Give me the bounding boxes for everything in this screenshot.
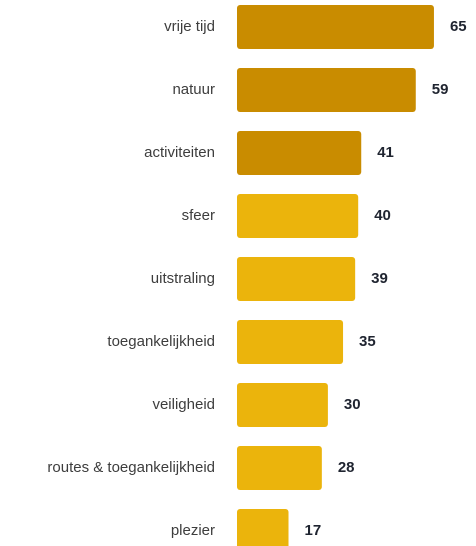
bar xyxy=(237,257,356,301)
bar xyxy=(237,446,322,490)
category-label: uitstraling xyxy=(151,270,215,287)
value-label: 39 xyxy=(371,270,388,287)
value-label: 41 xyxy=(377,144,394,161)
value-label: 35 xyxy=(359,333,376,350)
category-label: routes & toegankelijkheid xyxy=(47,459,215,476)
value-label: 30 xyxy=(344,396,361,413)
category-label: natuur xyxy=(172,81,215,98)
category-label: veiligheid xyxy=(152,396,215,413)
category-label: activiteiten xyxy=(144,144,215,161)
bar xyxy=(237,131,362,175)
bar xyxy=(237,320,344,364)
bar xyxy=(237,5,434,49)
bar xyxy=(237,383,328,427)
bar xyxy=(237,68,416,112)
value-label: 59 xyxy=(432,81,449,98)
category-label: vrije tijd xyxy=(164,18,215,35)
value-label: 40 xyxy=(374,207,391,224)
category-label: toegankelijkheid xyxy=(107,333,215,350)
value-label: 65 xyxy=(450,18,467,35)
value-label: 28 xyxy=(338,459,355,476)
bar xyxy=(237,194,359,238)
category-label: sfeer xyxy=(182,207,215,224)
bar xyxy=(237,509,289,546)
value-label: 17 xyxy=(305,522,322,539)
category-label: plezier xyxy=(171,522,215,539)
